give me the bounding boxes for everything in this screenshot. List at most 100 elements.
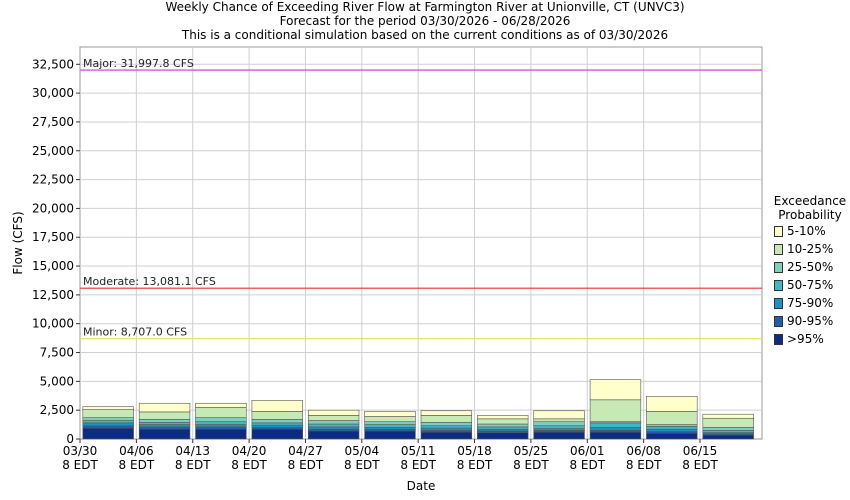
legend-label: >95%: [787, 332, 824, 346]
bar-segment: [307, 415, 360, 421]
bar-segment: [195, 402, 247, 408]
y-tick-label: 17,500: [32, 230, 74, 244]
legend-swatch: [774, 225, 783, 237]
x-tick-label: 04/20: [232, 444, 267, 458]
legend-item: 90-95%: [770, 312, 850, 330]
bar-segment: [251, 424, 303, 428]
x-axis-label: Date: [407, 479, 436, 493]
bar-segment: [702, 434, 754, 440]
bar-segment: [82, 409, 134, 418]
bar-segment: [138, 421, 191, 425]
bar-segment: [307, 409, 360, 416]
legend-label: 75-90%: [787, 296, 834, 310]
x-tick-label-time: 8 EDT: [119, 458, 155, 472]
legend-label: 5-10%: [787, 224, 826, 238]
x-tick-label: 05/25: [514, 444, 549, 458]
bar-segment: [364, 421, 416, 425]
legend-title-2: Probability: [778, 208, 842, 222]
x-tick-label-time: 8 EDT: [513, 458, 549, 472]
bar-segment: [138, 426, 191, 430]
bar-segment: [646, 396, 698, 412]
bar-segment: [138, 419, 191, 423]
bar-segment: [420, 425, 473, 429]
bar-segment: [589, 399, 642, 423]
bar-segment: [364, 411, 416, 417]
chart-title: Weekly Chance of Exceeding River Flow at…: [165, 0, 685, 14]
bar-segment: [195, 406, 247, 418]
legend-swatch: [774, 261, 783, 273]
bar-segment: [82, 425, 134, 429]
bar-segment: [195, 421, 247, 425]
y-tick-label: 22,500: [32, 173, 74, 187]
legend-label: 90-95%: [787, 314, 834, 328]
legend-label: 10-25%: [787, 242, 834, 256]
bar-segment: [420, 427, 473, 431]
legend-item: 50-75%: [770, 276, 850, 294]
bar-segment: [533, 421, 585, 427]
threshold-label: Minor: 8,707.0 CFS: [83, 326, 187, 339]
bar-segment: [251, 428, 303, 440]
bar-segment: [533, 425, 585, 429]
legend-item: 25-50%: [770, 258, 850, 276]
bar-segment: [420, 421, 473, 427]
threshold-label: Major: 31,997.8 CFS: [83, 57, 194, 70]
x-tick-label: 05/18: [457, 444, 492, 458]
x-tick-label-time: 8 EDT: [569, 458, 605, 472]
x-tick-label-time: 8 EDT: [626, 458, 662, 472]
bar-segment: [702, 427, 754, 431]
y-tick-label: 0: [66, 432, 74, 446]
bar-segment: [477, 426, 529, 430]
bar-segment: [533, 410, 585, 420]
legend-item: 5-10%: [770, 222, 850, 240]
x-tick-label-time: 8 EDT: [175, 458, 211, 472]
bar-segment: [420, 410, 473, 416]
chart-subtitle-period: Forecast for the period 03/30/2026 - 06/…: [279, 14, 571, 28]
x-tick-label-time: 8 EDT: [231, 458, 267, 472]
bar-segment: [251, 419, 303, 424]
x-tick-label-time: 8 EDT: [288, 458, 324, 472]
x-tick-label: 04/27: [288, 444, 323, 458]
bar-segment: [195, 417, 247, 423]
y-tick-label: 27,500: [32, 115, 74, 129]
x-tick-label-time: 8 EDT: [400, 458, 436, 472]
bar-segment: [533, 418, 585, 423]
legend: Exceedance Probability 5-10% 10-25% 25-50%…: [770, 194, 850, 348]
bar-segment: [646, 428, 698, 432]
bar-segment: [477, 418, 529, 425]
bar-segment: [420, 415, 473, 423]
bar-segment: [702, 417, 754, 428]
bar-segment: [589, 431, 642, 440]
bar-segment: [477, 423, 529, 428]
bar-segment: [420, 431, 473, 440]
y-tick-label: 12,500: [32, 288, 74, 302]
bar-segment: [477, 432, 529, 440]
bar-segment: [251, 411, 303, 420]
x-tick-label: 05/04: [345, 444, 380, 458]
bar-segment: [307, 420, 360, 425]
bar-segment: [702, 430, 754, 433]
x-tick-label: 05/11: [401, 444, 436, 458]
y-tick-label: 5,000: [40, 374, 74, 388]
x-tick-label: 06/01: [570, 444, 605, 458]
x-tick-label: 04/06: [119, 444, 154, 458]
y-tick-label: 10,000: [32, 317, 74, 331]
bar-segment: [307, 426, 360, 430]
bar-segment: [589, 427, 642, 431]
legend-swatch: [774, 279, 783, 291]
bar-segment: [646, 432, 698, 440]
legend-item: >95%: [770, 330, 850, 348]
bar-segment: [251, 400, 303, 412]
bar-segment: [702, 413, 754, 419]
legend-title: Exceedance: [773, 194, 847, 208]
legend-label: 25-50%: [787, 260, 834, 274]
x-tick-label-time: 8 EDT: [344, 458, 380, 472]
x-tick-label: 06/15: [683, 444, 718, 458]
y-axis-label: Flow (CFS): [11, 211, 25, 274]
legend-swatch: [774, 315, 783, 327]
bar-segment: [82, 420, 134, 424]
bar-segment: [364, 416, 416, 423]
y-tick-label: 7,500: [40, 346, 74, 360]
bar-segment: [589, 379, 642, 401]
legend-item: 75-90%: [770, 294, 850, 312]
